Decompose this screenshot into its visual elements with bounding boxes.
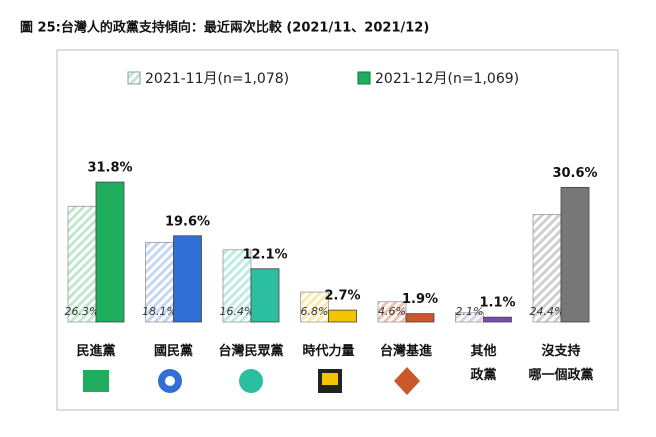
- bar: [405, 313, 435, 323]
- value-label: 18.1%: [142, 305, 177, 318]
- value-label: 24.4%: [530, 305, 565, 318]
- x-tick-label: 民進黨: [76, 344, 116, 359]
- value-label: 2.7%: [324, 289, 360, 304]
- value-label: 19.6%: [165, 214, 210, 229]
- value-label: 26.3%: [65, 305, 100, 318]
- chart-title: 圖 25:台灣人的政黨支持傾向：最近兩次比較 (2021/11、2021/12): [20, 20, 429, 36]
- plot-frame: [56, 49, 619, 411]
- value-label: 6.8%: [301, 305, 329, 318]
- value-label: 1.1%: [479, 296, 515, 311]
- legend-label: 2021-11月(n=1,078): [145, 71, 289, 87]
- x-tick-label: 台灣基進: [379, 344, 432, 359]
- value-label: 1.9%: [402, 292, 438, 307]
- party-icons: [83, 367, 420, 395]
- bar: [560, 186, 590, 323]
- bar: [328, 309, 357, 323]
- icon: [239, 369, 263, 393]
- bar: [250, 268, 280, 323]
- legend-swatch: [357, 71, 371, 85]
- bar: [173, 235, 202, 323]
- bar: [377, 301, 407, 323]
- value-label: 4.6%: [378, 305, 406, 318]
- bar: [300, 291, 329, 323]
- x-tick-label: 國民黨: [153, 344, 193, 359]
- x-tick-label: 台灣民眾黨: [218, 344, 284, 359]
- icon: [394, 367, 420, 395]
- value-label: 16.4%: [220, 305, 255, 318]
- x-tick-label: 時代力量: [302, 344, 355, 359]
- bar: [483, 316, 512, 323]
- bar: [95, 181, 125, 323]
- icon: [322, 373, 338, 385]
- value-label: 2.1%: [456, 305, 484, 318]
- value-label: 12.1%: [242, 247, 287, 262]
- x-tick-label: 沒支持 哪一個政黨: [528, 344, 594, 383]
- icon: [165, 376, 175, 386]
- x-tick-label: 其他 政黨: [470, 344, 497, 383]
- legend-label: 2021-12月(n=1,069): [375, 71, 519, 87]
- value-label: 31.8%: [87, 161, 132, 176]
- value-label: 30.6%: [552, 166, 597, 181]
- legend-swatch: [127, 71, 141, 85]
- bar: [222, 249, 252, 323]
- icon: [83, 370, 109, 392]
